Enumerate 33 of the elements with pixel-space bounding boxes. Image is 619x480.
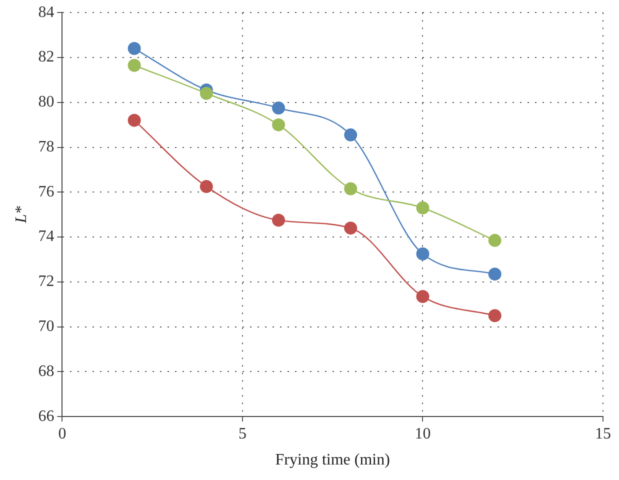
y-tick-label: 82 — [38, 48, 54, 66]
point — [416, 290, 430, 304]
point — [416, 247, 430, 260]
y-tick-label: 70 — [38, 318, 54, 336]
point — [272, 118, 286, 132]
point — [128, 114, 141, 127]
point — [128, 42, 141, 56]
y-tick-label: 78 — [38, 138, 54, 156]
point — [344, 182, 358, 196]
x-tick-label: 15 — [595, 425, 611, 442]
x-tick-label: 10 — [414, 425, 431, 442]
y-tick-label: 72 — [38, 273, 54, 290]
point — [488, 268, 502, 281]
y-tick-label: 74 — [38, 228, 54, 246]
point — [272, 101, 286, 114]
point — [344, 128, 358, 142]
y-tick-label: 80 — [38, 94, 54, 111]
y-axis-title: L* — [12, 206, 30, 224]
point — [416, 201, 430, 214]
point — [488, 234, 502, 247]
y-tick-label: 68 — [38, 362, 54, 380]
point — [200, 86, 213, 100]
y-tick-label: 84 — [38, 4, 54, 21]
point — [128, 58, 141, 72]
x-axis-title: Frying time (min) — [275, 452, 390, 469]
x-tick-label: 0 — [58, 425, 66, 442]
point — [200, 180, 213, 194]
y-tick-label: 66 — [38, 408, 54, 425]
point — [488, 309, 502, 322]
point — [272, 214, 286, 227]
y-tick-label: 76 — [38, 183, 54, 200]
x-tick-label: 5 — [238, 425, 246, 442]
point — [344, 222, 358, 235]
